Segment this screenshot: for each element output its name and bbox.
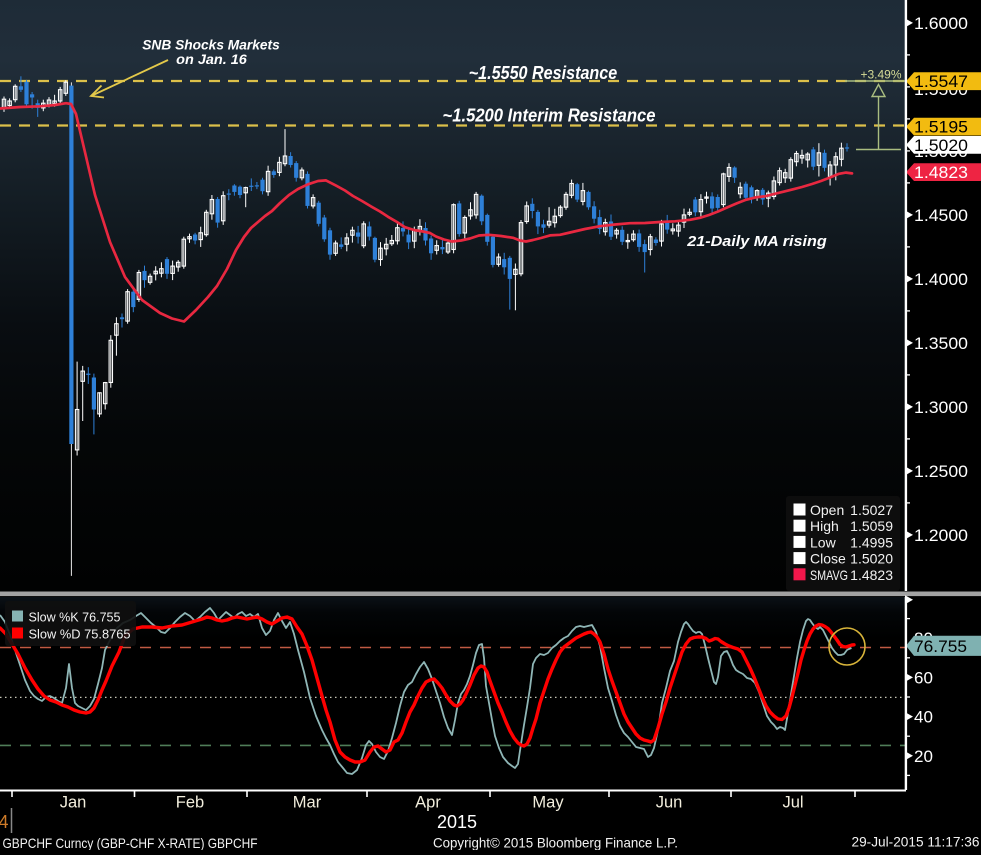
svg-text:1.6000: 1.6000 [914,14,968,33]
svg-text:Close: Close [810,551,846,567]
svg-text:May: May [532,794,564,812]
svg-text:on Jan. 16: on Jan. 16 [176,52,247,67]
svg-text:1.3500: 1.3500 [914,334,968,353]
svg-text:40: 40 [914,708,933,727]
svg-text:Jul: Jul [782,794,803,812]
svg-text:~1.5200 Interim Resistance: ~1.5200 Interim Resistance [443,106,656,126]
svg-text:SNB Shocks Markets: SNB Shocks Markets [142,37,280,52]
svg-text:Mar: Mar [293,794,322,812]
svg-text:1.5020: 1.5020 [914,136,968,155]
svg-text:1.4500: 1.4500 [914,206,968,225]
svg-text:20: 20 [914,747,933,766]
svg-text:29-Jul-2015 11:17:36: 29-Jul-2015 11:17:36 [852,834,980,850]
svg-text:1.5027: 1.5027 [850,502,893,518]
svg-text:76.755: 76.755 [914,637,967,656]
svg-text:1.3000: 1.3000 [914,398,968,417]
svg-text:1.4823: 1.4823 [914,163,968,182]
svg-text:High: High [810,518,839,534]
svg-text:Copyright© 2015 Bloomberg Fina: Copyright© 2015 Bloomberg Finance L.P. [433,835,678,851]
svg-text:1.2000: 1.2000 [914,526,968,545]
svg-text:1.5020: 1.5020 [850,551,893,567]
svg-text:Apr: Apr [415,794,441,812]
svg-text:60: 60 [914,668,933,687]
svg-text:+3.49%: +3.49% [860,68,901,82]
svg-text:Feb: Feb [176,794,204,812]
svg-text:Jan: Jan [60,794,87,812]
svg-text:Slow %K 76.755: Slow %K 76.755 [29,609,121,624]
svg-text:Jun: Jun [656,794,683,812]
svg-text:2015: 2015 [437,812,477,832]
svg-text:1.5547: 1.5547 [914,72,968,91]
svg-text:1.5195: 1.5195 [914,118,968,137]
svg-text:1.4000: 1.4000 [914,270,968,289]
svg-text:1.4823: 1.4823 [850,567,893,583]
svg-text:~1.5550 Resistance: ~1.5550 Resistance [469,63,618,83]
svg-text:Open: Open [810,502,844,518]
svg-text:2014: 2014 [0,812,9,832]
svg-text:1.2500: 1.2500 [914,462,968,481]
svg-text:1.4995: 1.4995 [850,534,893,550]
svg-text:21-Daily MA rising: 21-Daily MA rising [686,233,827,250]
svg-text:SMAVG: SMAVG [810,567,848,583]
svg-text:GBPCHF Curncy (GBP-CHF X-RATE): GBPCHF Curncy (GBP-CHF X-RATE) GBPCHF [3,835,258,850]
svg-text:Low: Low [810,534,837,550]
svg-text:1.5059: 1.5059 [850,518,893,534]
svg-text:Slow %D 75.8765: Slow %D 75.8765 [29,626,131,641]
